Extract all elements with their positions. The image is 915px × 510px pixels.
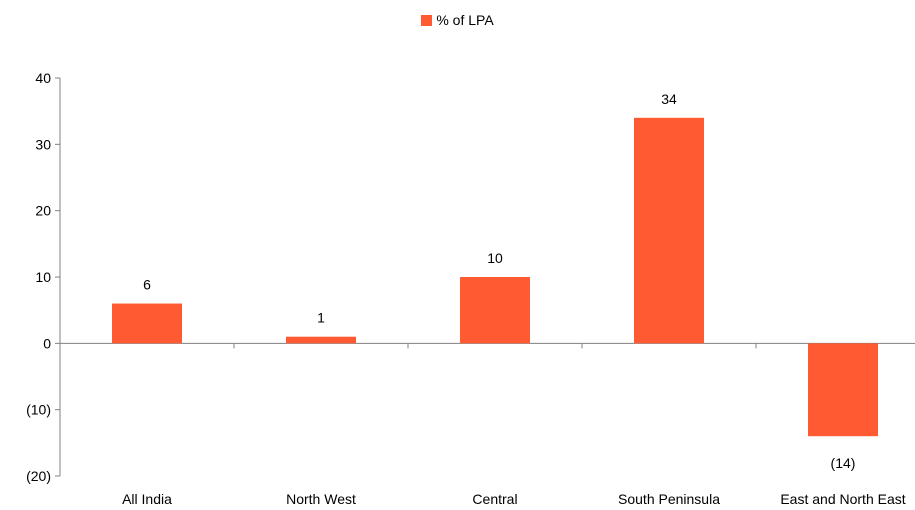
bar (112, 303, 182, 344)
x-tick-label: North West (286, 491, 356, 507)
x-tick-label: East and North East (780, 491, 905, 507)
x-tick-label: South Peninsula (618, 491, 720, 507)
data-label: 1 (317, 310, 325, 326)
y-tick-label: (20) (26, 468, 51, 484)
data-label: 6 (143, 277, 151, 293)
bar (808, 343, 878, 437)
chart-legend: % of LPA (0, 12, 915, 28)
legend-label: % of LPA (436, 12, 494, 28)
bar (286, 336, 356, 344)
x-tick-label: All India (122, 491, 172, 507)
legend-swatch (421, 14, 433, 26)
y-tick-label: 0 (43, 335, 51, 351)
data-label: 10 (487, 250, 503, 266)
y-tick-label: (10) (26, 402, 51, 418)
y-tick-label: 40 (35, 70, 51, 86)
y-tick-label: 10 (35, 269, 51, 285)
data-label: (14) (831, 455, 856, 471)
y-tick-label: 30 (35, 136, 51, 152)
data-label: 34 (661, 91, 677, 107)
y-tick-label: 20 (35, 203, 51, 219)
x-tick-label: Central (472, 491, 517, 507)
bar (634, 117, 704, 344)
bar (460, 277, 530, 344)
